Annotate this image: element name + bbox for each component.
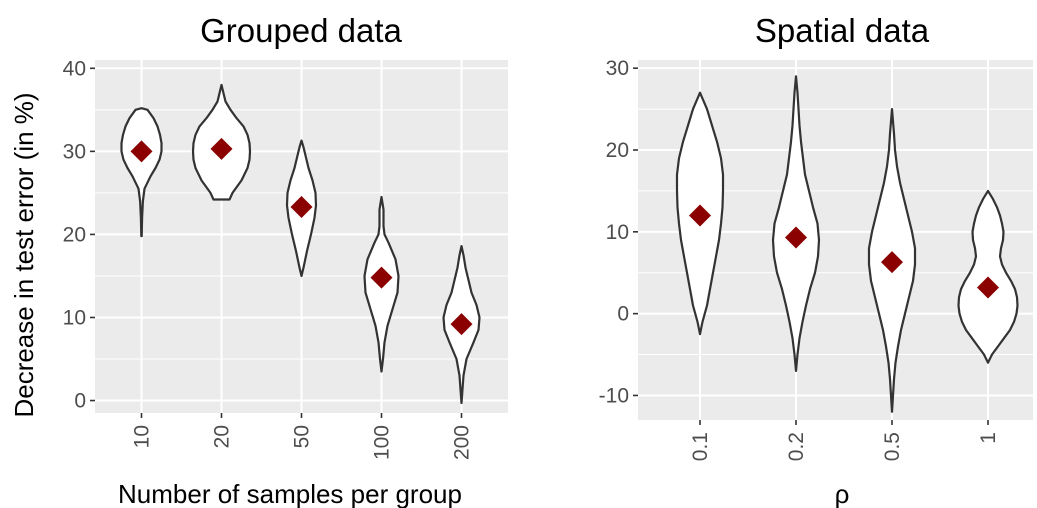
grouped-mean-marker-20 — [210, 137, 233, 160]
grouped-x-tick-label: 10 — [131, 425, 154, 448]
spatial-x-tick-label: 1 — [977, 432, 1000, 444]
spatial-x-tick-label: 0.1 — [689, 432, 712, 461]
grouped-x-axis: 10 20 50 100 200 — [131, 413, 474, 460]
grouped-violin-10 — [120, 107, 163, 238]
spatial-mean-marker-0.2 — [785, 226, 807, 249]
spatial-x-tick-label: 0.5 — [881, 432, 904, 461]
grouped-mean-marker-100 — [370, 266, 393, 289]
grouped-x-tick-label: 50 — [291, 425, 314, 448]
grouped-y-tick-label: 10 — [63, 306, 86, 329]
spatial-y-tick-label: 30 — [606, 57, 629, 80]
spatial-x-label: ρ — [835, 479, 850, 508]
grouped-y-axis: 0 10 20 30 40 — [63, 57, 95, 413]
grouped-mean-marker-200 — [450, 313, 473, 336]
spatial-title: Spatial data — [755, 12, 930, 49]
grouped-y-tick-label: 20 — [63, 223, 86, 246]
spatial-mean-marker-0.5 — [881, 251, 903, 274]
grouped-mean-marker-10 — [130, 140, 153, 163]
spatial-y-tick-label: 10 — [606, 221, 629, 244]
grouped-data-chart: 0 10 20 30 40 10 20 50 100 200 Grouped data Numb… — [9, 12, 508, 508]
spatial-y-tick-label: 0 — [617, 303, 629, 326]
grouped-x-tick-label: 20 — [211, 425, 234, 448]
grouped-y-tick-label: 30 — [63, 140, 86, 163]
grouped-means — [130, 137, 473, 336]
spatial-mean-marker-0.1 — [689, 204, 711, 227]
spatial-y-tick-label: -10 — [599, 384, 629, 407]
spatial-data-chart: -10 0 10 20 30 0.1 0.2 0.5 1 Spatial data ρ — [599, 12, 1033, 508]
spatial-violin-0.2 — [771, 75, 821, 372]
grouped-x-tick-label: 100 — [371, 425, 394, 460]
spatial-x-axis: 0.1 0.2 0.5 1 — [689, 420, 1000, 461]
spatial-means — [689, 204, 999, 299]
grouped-mean-marker-50 — [290, 196, 313, 219]
grouped-y-label: Decrease in test error (in %) — [9, 92, 39, 417]
spatial-mean-marker-1 — [977, 276, 999, 299]
spatial-y-axis: -10 0 10 20 30 — [599, 57, 638, 407]
spatial-x-tick-label: 0.2 — [785, 432, 808, 461]
spatial-y-tick-label: 20 — [606, 139, 629, 162]
grouped-title: Grouped data — [200, 12, 402, 49]
grouped-x-tick-label: 200 — [451, 425, 474, 460]
grouped-y-tick-label: 40 — [63, 57, 86, 80]
grouped-y-tick-label: 0 — [74, 390, 86, 413]
grouped-x-label: Number of samples per group — [118, 479, 462, 508]
